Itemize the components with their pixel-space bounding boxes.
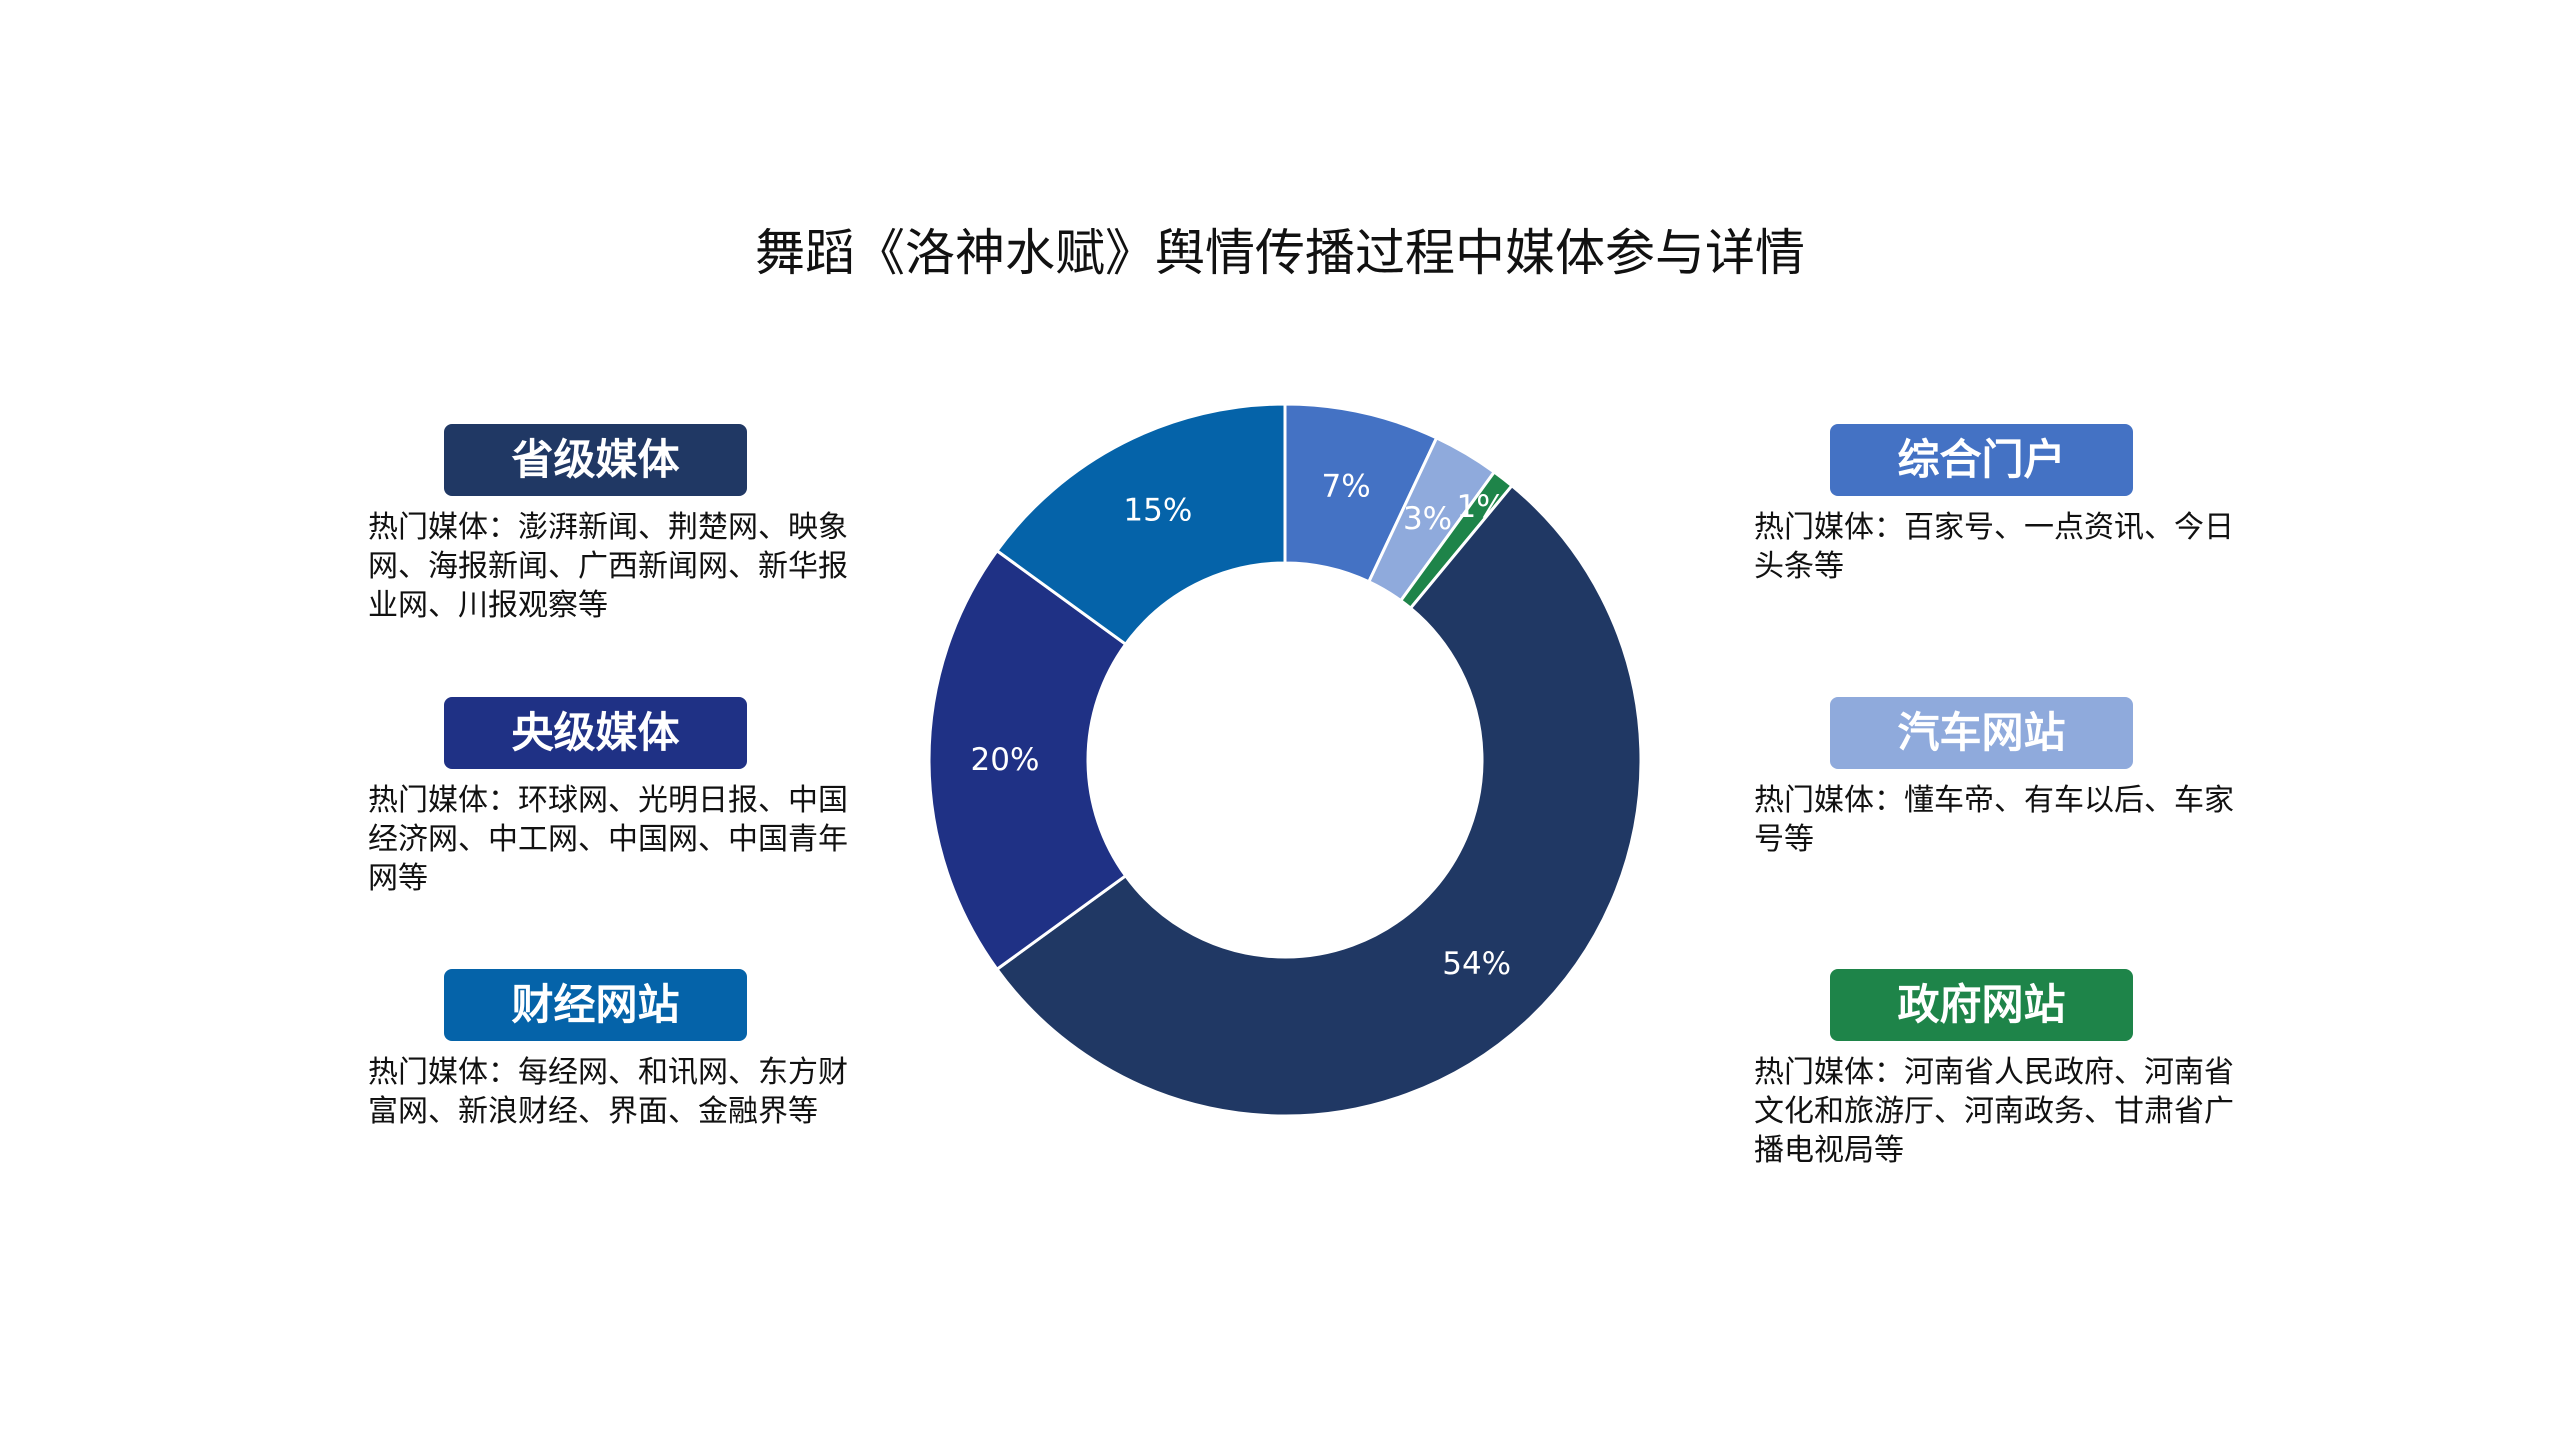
legend-card-central: 央级媒体 热门媒体：环球网、光明日报、中国经济网、中工网、中国网、中国青年网等 [368,697,908,898]
legend-card-gov: 政府网站 热门媒体：河南省人民政府、河南省文化和旅游厅、河南政务、甘肃省广播电视… [1754,969,2294,1170]
donut-label-3: 54% [1442,946,1511,982]
legend-pill-portal: 综合门户 [1830,424,2133,496]
donut-label-1: 3% [1403,501,1452,537]
legend-pill-gov: 政府网站 [1830,969,2133,1041]
legend-card-provincial: 省级媒体 热门媒体：澎湃新闻、荆楚网、映象网、海报新闻、广西新闻网、新华报业网、… [368,424,908,625]
legend-pill-provincial: 省级媒体 [444,424,747,496]
legend-desc-finance: 热门媒体：每经网、和讯网、东方财富网、新浪财经、界面、金融界等 [368,1055,848,1129]
donut-slice-5 [994,402,1287,647]
legend-desc-gov: 热门媒体：河南省人民政府、河南省文化和旅游厅、河南政务、甘肃省广播电视局等 [1754,1055,2234,1168]
legend-pill-central: 央级媒体 [444,697,747,769]
legend-card-finance: 财经网站 热门媒体：每经网、和讯网、东方财富网、新浪财经、界面、金融界等 [368,969,908,1131]
donut-label-0: 7% [1321,469,1370,505]
legend-desc-portal: 热门媒体：百家号、一点资讯、今日头条等 [1754,510,2234,584]
legend-card-portal: 综合门户 热门媒体：百家号、一点资讯、今日头条等 [1754,424,2294,586]
donut-slice-4 [927,548,1128,972]
legend-desc-auto: 热门媒体：懂车帝、有车以后、车家号等 [1754,783,2234,857]
legend-desc-provincial: 热门媒体：澎湃新闻、荆楚网、映象网、海报新闻、广西新闻网、新华报业网、川报观察等 [368,510,848,623]
donut-label-5: 15% [1123,493,1192,529]
legend-card-auto: 汽车网站 热门媒体：懂车帝、有车以后、车家号等 [1754,697,2294,859]
chart-title: 舞蹈《洛神水赋》舆情传播过程中媒体参与详情 [755,224,1805,282]
donut-slice-3 [994,483,1643,1118]
donut-label-4: 20% [971,742,1040,778]
legend-desc-central: 热门媒体：环球网、光明日报、中国经济网、中工网、中国网、中国青年网等 [368,783,848,896]
legend-pill-auto: 汽车网站 [1830,697,2133,769]
legend-pill-finance: 财经网站 [444,969,747,1041]
